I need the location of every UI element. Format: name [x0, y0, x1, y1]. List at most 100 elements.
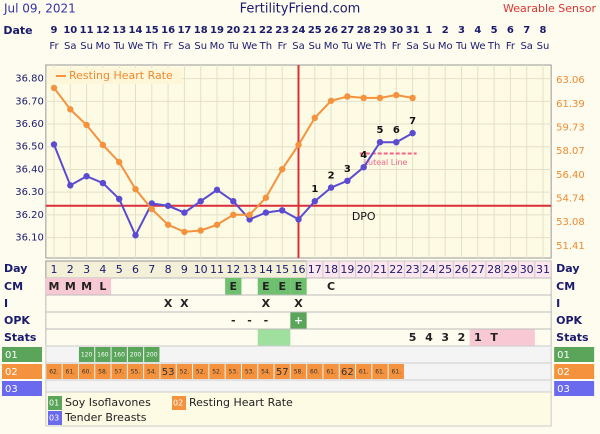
weekday: Tu — [227, 41, 239, 52]
row-entry: T — [490, 331, 498, 344]
supplement-cell — [111, 347, 127, 362]
weekday: Sa — [178, 41, 190, 52]
supplement-cell — [290, 364, 307, 379]
y-tick-label: 36.40 — [15, 164, 44, 175]
day-number: 14 — [259, 263, 273, 276]
legend-code: 03 — [49, 414, 59, 423]
weekday: Su — [80, 41, 93, 52]
supplement-code: 02 — [5, 367, 18, 378]
data-point — [376, 94, 384, 102]
supplement-cell — [258, 364, 274, 379]
supplement-code-box — [2, 364, 42, 379]
supplement-value: 52. — [212, 369, 222, 376]
data-point — [311, 198, 318, 205]
supplement-code-box — [554, 381, 595, 396]
day-number: 6 — [132, 263, 139, 276]
row-entry: L — [99, 280, 106, 293]
day-number: 25 — [438, 263, 452, 276]
weekday: Sa — [64, 41, 76, 52]
supplement-code: 03 — [5, 384, 18, 395]
date: 18 — [194, 25, 208, 36]
date: 28 — [357, 25, 371, 36]
day-number: 15 — [275, 263, 289, 276]
data-point — [164, 221, 172, 228]
data-point — [246, 211, 253, 219]
supplement-cell — [127, 364, 144, 379]
data-point — [393, 91, 400, 99]
dpo-number: 6 — [393, 125, 400, 136]
date: 25 — [308, 25, 322, 36]
row-entry: + — [294, 314, 303, 327]
data-point — [393, 139, 400, 146]
supplement-code: 01 — [5, 350, 18, 361]
day-number: 8 — [165, 263, 172, 276]
data-point — [67, 182, 74, 189]
day-number: 30 — [520, 263, 534, 276]
y-tick-label: 36.20 — [15, 210, 44, 221]
day-label: Day — [556, 262, 579, 275]
data-point — [376, 139, 384, 146]
date: 4 — [474, 25, 481, 36]
supplement-cell — [144, 347, 160, 362]
y-tick-label: 36.80 — [15, 74, 44, 85]
supplement-value: 60. — [310, 369, 320, 376]
row-entry: M — [49, 280, 60, 293]
supplement-cell — [144, 364, 160, 379]
weekday: Su — [194, 41, 207, 52]
legend-name: Resting Heart Rate — [189, 396, 293, 409]
row-label: CM — [4, 280, 23, 293]
weekday: Th — [145, 41, 158, 52]
supplement-value: 53. — [229, 369, 239, 376]
data-point — [262, 194, 270, 201]
supplement-value: 58. — [98, 369, 108, 376]
weekday: Mo — [96, 41, 111, 52]
day-number: 3 — [83, 263, 90, 276]
y-tick-label: 36.60 — [15, 119, 44, 130]
legend-name: Tender Breasts — [64, 411, 147, 424]
supplement-value: 52. — [180, 369, 190, 376]
day-number: 10 — [194, 263, 208, 276]
data-point — [295, 216, 302, 223]
row-label: Stats — [556, 331, 589, 344]
supplement-cell — [127, 347, 144, 362]
data-point — [181, 209, 188, 216]
row-entry: X — [262, 297, 271, 310]
row-entry: E — [262, 280, 270, 293]
data-point — [181, 228, 188, 236]
weekday: We — [470, 41, 485, 52]
day-number: 31 — [536, 263, 550, 276]
data-point — [148, 200, 155, 207]
y2-tick-label: 61.39 — [556, 99, 585, 110]
date: 24 — [292, 25, 306, 36]
weekday: Sa — [292, 41, 304, 52]
weekday: Su — [537, 41, 550, 52]
data-point — [327, 97, 335, 104]
date: 22 — [259, 25, 273, 36]
data-point — [116, 158, 123, 166]
row-label: Stats — [4, 331, 37, 344]
data-point — [360, 94, 367, 102]
dpo-label: DPO — [352, 210, 376, 223]
supplement-cell — [95, 364, 111, 379]
row-entry: 1 — [474, 331, 482, 344]
weekday: Fr — [164, 41, 174, 52]
data-point — [116, 195, 123, 203]
legend-code: 02 — [173, 399, 183, 408]
data-point — [246, 216, 253, 223]
legend-code-box — [48, 396, 62, 410]
row-entry: E — [295, 280, 303, 293]
cell-bg — [274, 278, 291, 295]
supplement-cell — [225, 364, 241, 379]
data-point — [262, 209, 270, 216]
day-number: 1 — [51, 263, 58, 276]
data-point — [132, 232, 139, 239]
supplement-cell — [356, 364, 372, 379]
weekday: Tu — [113, 41, 125, 52]
supplement-value: 54. — [147, 369, 157, 376]
weekday: Tu — [341, 41, 353, 52]
date: 27 — [340, 25, 354, 36]
header-site: FertilityFriend.com — [240, 2, 361, 17]
supplement-value: 57 — [276, 367, 289, 378]
weekday: Mo — [210, 41, 225, 52]
supplement-value: 62. — [49, 369, 59, 376]
